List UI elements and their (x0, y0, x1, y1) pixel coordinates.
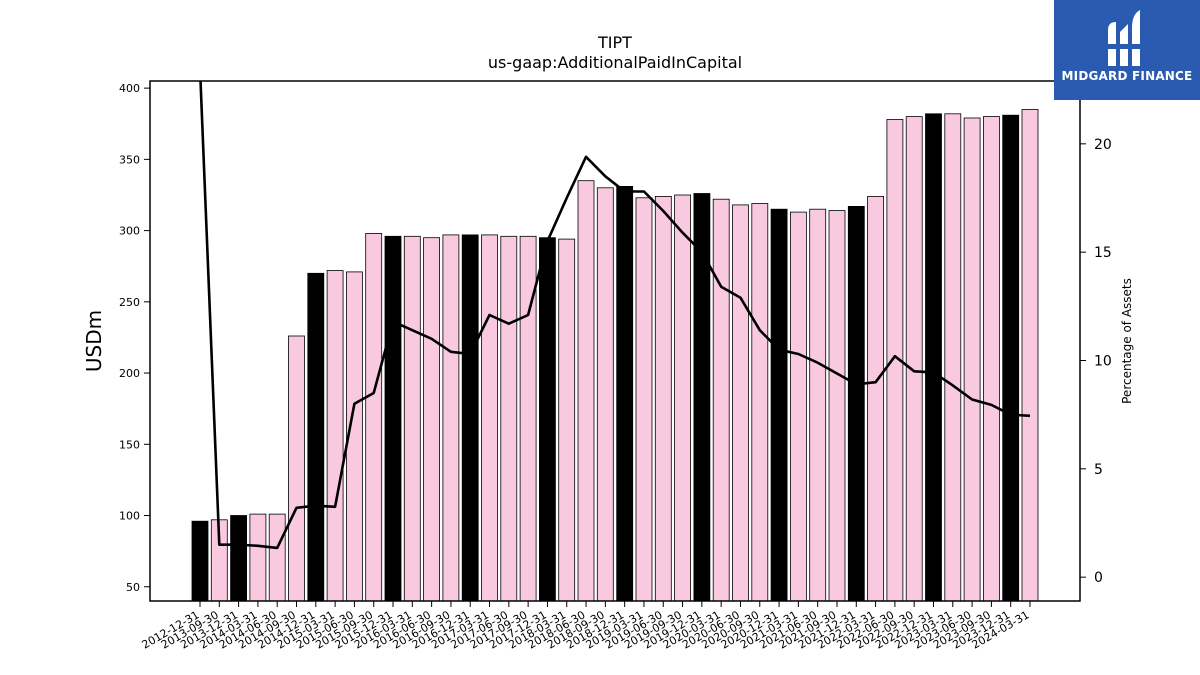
bar (905, 116, 923, 602)
bar (365, 232, 383, 602)
bar (288, 335, 305, 602)
bar (809, 208, 827, 602)
y-tick-label: 150 (119, 438, 140, 451)
plot-frame (149, 80, 1081, 602)
bar (732, 204, 749, 602)
bar (268, 513, 286, 602)
y2-tick-label: 5 (1094, 462, 1103, 478)
bar (925, 113, 942, 602)
y2-tick-label: 0 (1094, 570, 1103, 586)
bar (790, 211, 807, 602)
bar (1021, 109, 1039, 602)
y-tick-label: 50 (126, 581, 140, 594)
y2-tick-label: 10 (1094, 354, 1112, 370)
bar (847, 205, 865, 602)
bar (230, 515, 248, 602)
percentage-line (199, 81, 1031, 550)
bar (828, 210, 846, 602)
y-axis-left: 50 100 150 200 250 300 350 400 (119, 82, 150, 594)
bar (423, 237, 441, 602)
y2-axis-label: Percentage of Assets (1120, 278, 1134, 404)
bar (403, 235, 421, 602)
line-series (199, 81, 1031, 550)
bar (326, 270, 344, 602)
bar (577, 180, 595, 602)
bar (983, 116, 1000, 602)
y2-tick-label: 15 (1094, 245, 1112, 261)
bar (558, 238, 576, 602)
bar (1002, 114, 1020, 602)
bar (674, 194, 691, 602)
y-tick-label: 400 (119, 82, 140, 95)
brand-logo: MIDGARD FINANCE (1054, 0, 1200, 100)
bar-series (191, 109, 1039, 602)
bar (616, 185, 634, 602)
y2-tick-label: 20 (1094, 137, 1112, 153)
bar (500, 235, 518, 602)
bar (481, 234, 498, 602)
bar (751, 203, 769, 602)
bar (596, 187, 614, 602)
bar (461, 234, 479, 602)
bar (249, 513, 267, 602)
bar (539, 237, 556, 602)
bar (944, 113, 962, 602)
logo-mark-icon (1106, 10, 1144, 66)
bar (191, 520, 209, 602)
bar (770, 208, 788, 602)
bar (654, 195, 672, 602)
chart-subtitle: us-gaap:AdditionalPaidInCapital (488, 53, 742, 72)
bar (963, 117, 981, 602)
bar (635, 197, 653, 602)
y-tick-label: 250 (119, 296, 140, 309)
brand-name: MIDGARD FINANCE (1061, 69, 1193, 83)
bar (384, 235, 402, 602)
bar (307, 272, 325, 602)
y-tick-label: 350 (119, 153, 140, 166)
y-axis-right: 0 5 10 15 20 (1080, 137, 1112, 586)
x-axis: 2012-12-312013-09-302013-12-312014-03-31… (140, 601, 1032, 652)
y-axis-label: USDm (82, 310, 106, 372)
y-tick-label: 200 (119, 367, 140, 380)
bar (712, 198, 730, 602)
bar (867, 195, 884, 602)
y-tick-label: 100 (119, 510, 140, 523)
bar (442, 234, 460, 602)
chart-title: TIPT (597, 33, 632, 52)
y-tick-label: 300 (119, 225, 140, 238)
